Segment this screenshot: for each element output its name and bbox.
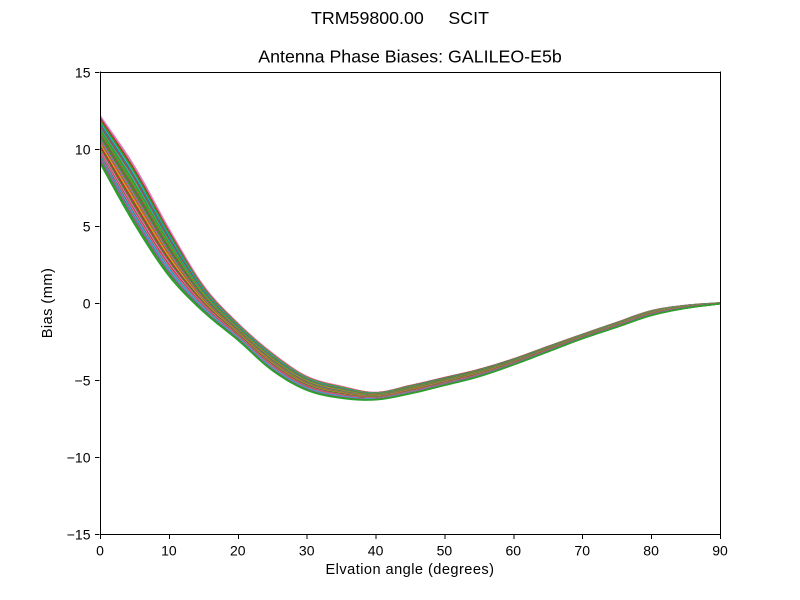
svg-text:20: 20 <box>230 542 246 558</box>
svg-text:TRM59800.00 SCIT: TRM59800.00 SCIT <box>311 8 489 28</box>
svg-text:Antenna Phase Biases: GALILEO-: Antenna Phase Biases: GALILEO-E5b <box>258 47 562 67</box>
svg-text:−5: −5 <box>75 372 91 388</box>
svg-text:0: 0 <box>83 295 91 311</box>
svg-text:Elvation angle (degrees): Elvation angle (degrees) <box>326 562 495 578</box>
svg-text:15: 15 <box>75 64 91 80</box>
svg-text:10: 10 <box>161 542 177 558</box>
svg-text:80: 80 <box>643 542 659 558</box>
svg-text:5: 5 <box>83 218 91 234</box>
svg-text:40: 40 <box>368 542 384 558</box>
svg-text:−15: −15 <box>67 526 91 542</box>
svg-text:90: 90 <box>712 542 728 558</box>
svg-text:10: 10 <box>75 141 91 157</box>
svg-text:Bias (mm): Bias (mm) <box>40 268 56 339</box>
svg-text:0: 0 <box>96 542 104 558</box>
svg-text:70: 70 <box>574 542 590 558</box>
svg-text:−10: −10 <box>67 449 91 465</box>
svg-text:60: 60 <box>506 542 522 558</box>
svg-text:30: 30 <box>299 542 315 558</box>
svg-text:50: 50 <box>437 542 453 558</box>
